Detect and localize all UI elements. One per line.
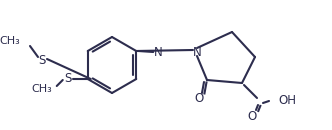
Text: O: O	[194, 92, 204, 105]
Text: OH: OH	[278, 95, 296, 108]
Text: CH₃: CH₃	[0, 36, 20, 46]
Text: N: N	[193, 46, 202, 58]
Text: O: O	[247, 109, 257, 122]
Text: N: N	[154, 47, 163, 60]
Text: S: S	[38, 54, 46, 67]
Text: S: S	[64, 73, 71, 86]
Text: CH₃: CH₃	[31, 84, 52, 94]
